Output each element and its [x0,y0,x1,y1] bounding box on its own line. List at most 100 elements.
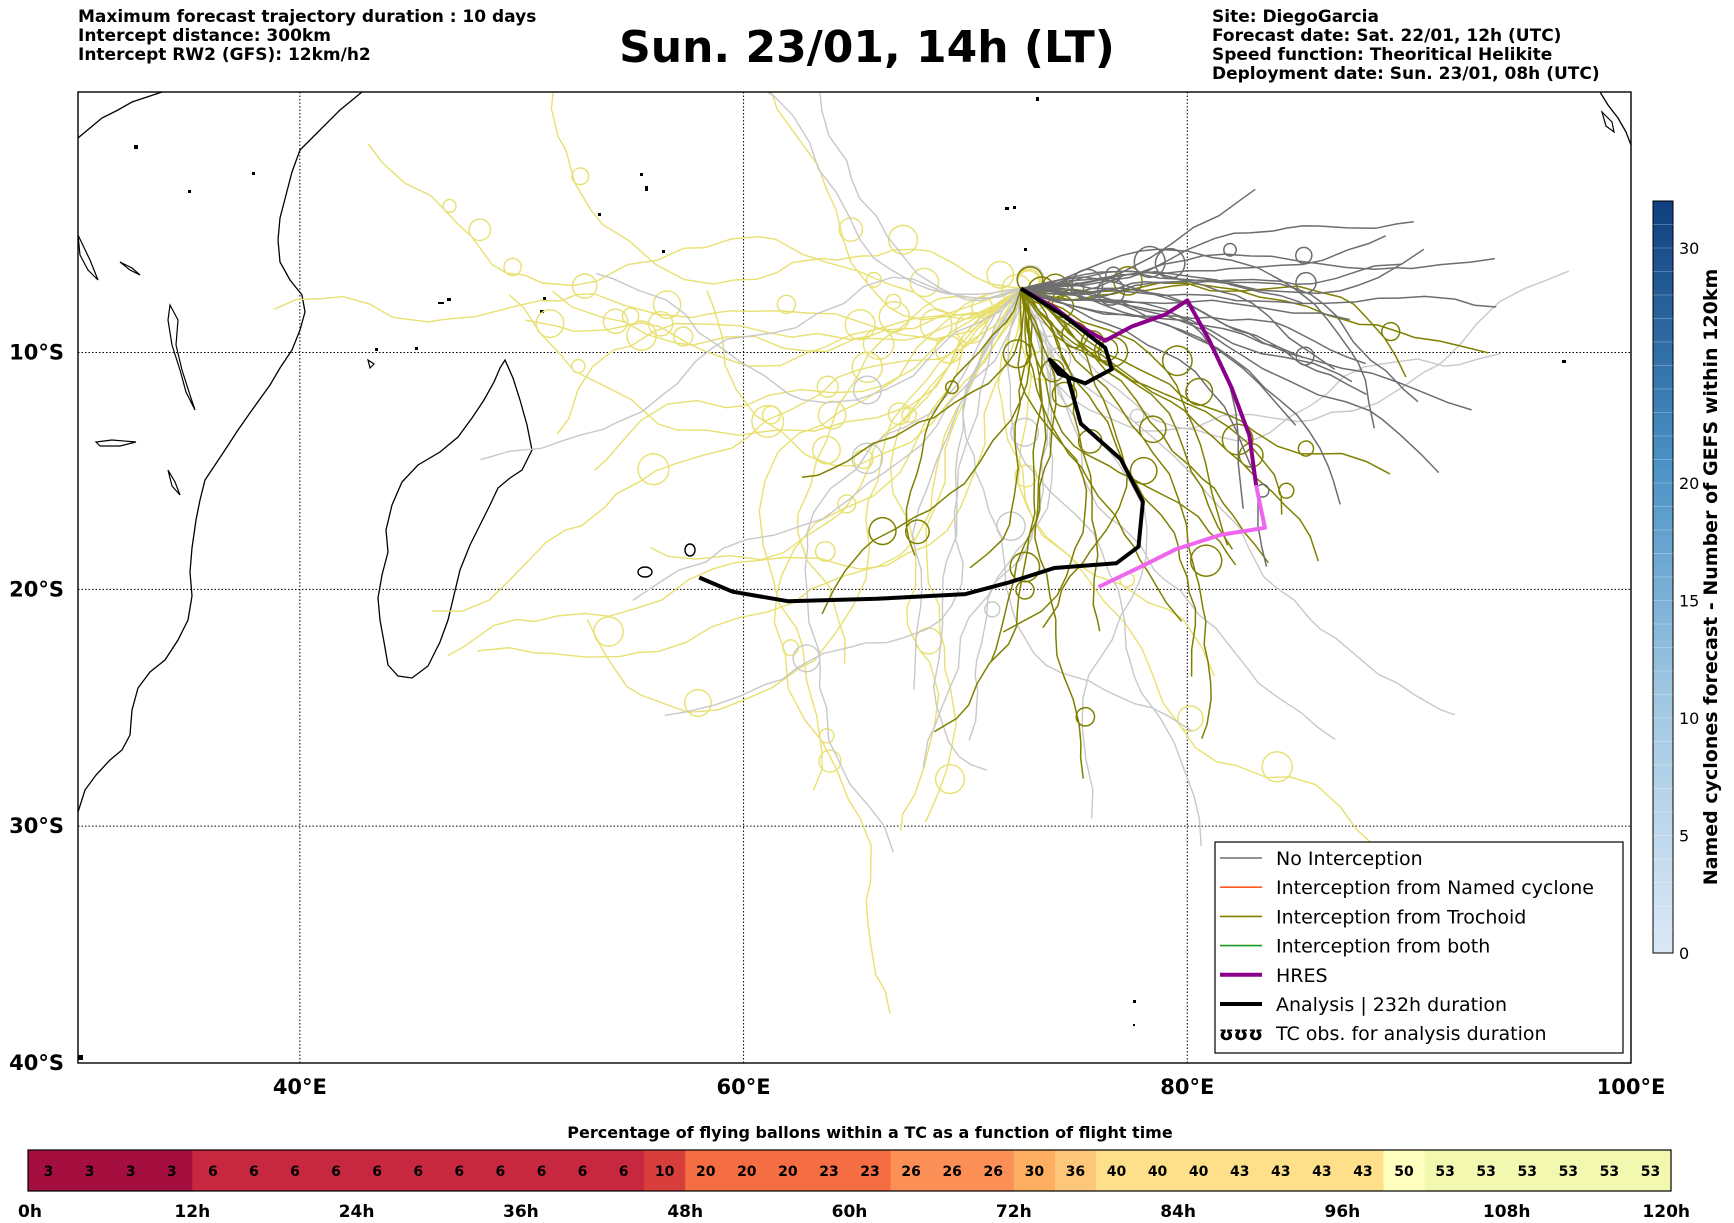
coastline-arabia [78,92,163,139]
strip-cell-value: 26 [984,1164,1003,1180]
header-left-line: Maximum forecast trajectory duration : 1… [78,7,537,27]
ensemble-track [821,288,1031,615]
strip-tick-label: 0h [18,1202,42,1222]
strip-cell [603,1150,645,1191]
strip-cell-value: 40 [1107,1164,1127,1180]
strip-cell-value: 53 [1641,1164,1660,1180]
strip-tick-label: 12h [174,1202,210,1222]
strip-cell [479,1150,522,1191]
colorbar-steps [1653,224,1673,930]
strip-cell-value: 50 [1394,1164,1414,1180]
strip-cell [1178,1150,1220,1191]
header-right-line: Site: DiegoGarcia [1212,7,1379,27]
strip-tick-label: 60h [832,1202,868,1222]
strip-cell-value: 53 [1559,1164,1578,1180]
strip-title: Percentage of flying ballons within a TC… [567,1123,1173,1142]
strip-cell [438,1150,481,1191]
ensemble-track [924,288,1022,823]
header-right-line: Forecast date: Sat. 22/01, 12h (UTC) [1212,26,1562,46]
y-tick-label: 20°S [9,577,64,601]
colorbar: 0 5 10 15 20 30 Named cyclones forecast - Num… [1652,200,1722,963]
legend-label: HRES [1276,965,1328,987]
strip-cell-value: 6 [331,1164,341,1180]
ensemble-track [586,288,1022,717]
island-pemba [119,261,141,276]
strip-cell [1383,1150,1425,1191]
colorbar-tick: 30 [1679,239,1699,258]
legend-label: Interception from both [1276,936,1490,958]
strip-cell-value: 23 [860,1164,879,1180]
strip-cell [110,1150,152,1191]
header-left: Maximum forecast trajectory duration : 1… [78,8,536,65]
strip-cell-value: 20 [737,1164,757,1180]
inland-lake [94,439,137,447]
strip-cell-value: 6 [372,1164,382,1180]
colorbar-tick: 5 [1679,827,1689,846]
header-right: Site: DiegoGarcia Forecast date: Sat. 22… [1212,8,1600,84]
ensemble-track [632,288,1022,601]
ensemble-track [1020,277,1350,321]
colorbar-tick: 15 [1679,592,1699,611]
ensemble-track [447,288,1022,657]
strip-frame [27,1149,1672,1192]
strip-cell-value: 20 [778,1164,798,1180]
legend-label: TC obs. for analysis duration [1275,1023,1547,1045]
ensemble-track [1020,287,1128,629]
strip-cell [151,1150,193,1191]
ensemble-track [431,288,1022,613]
strip-cell-value: 53 [1600,1164,1619,1180]
strip-cell-value: 43 [1312,1164,1331,1180]
ensemble-track [911,288,1022,690]
strip-cell [1629,1150,1672,1191]
ensemble-track [556,287,1022,435]
ensemble-track [1020,288,1336,741]
strip-cell [192,1150,234,1191]
ensemble-track [273,273,1022,340]
strip-cell-value: 30 [1025,1164,1045,1180]
x-tick-label: 40°E [273,1075,327,1099]
map-grid [78,92,1631,1063]
ensemble-track [1020,235,1387,290]
strip-cell-value: 20 [696,1164,716,1180]
ensemble-track [801,288,1032,479]
ensemble-track [758,287,1021,791]
colorbar-tick: 0 [1679,944,1689,963]
strip-tick-label: 120h [1642,1202,1690,1222]
strip-cell [767,1150,809,1191]
strip-cell-value: 26 [942,1164,961,1180]
x-tick-labels: 40°E 60°E 80°E 100°E [273,1075,1666,1099]
strip-cell-value: 6 [619,1164,629,1180]
strip-cell [1342,1150,1384,1191]
strip-cell [1260,1150,1302,1191]
header-right-line: Deployment date: Sun. 23/01, 08h (UTC) [1212,64,1600,84]
ensemble-track [1020,287,1391,475]
strip-cell [726,1150,768,1191]
x-tick-label: 60°E [717,1075,771,1099]
header-right-line: Speed function: Theoritical Helikite [1212,45,1553,65]
strip-cell-value: 26 [901,1164,920,1180]
strip-cell-value: 53 [1476,1164,1495,1180]
hres-track-tail [1097,484,1267,589]
ensemble-track [550,92,1022,290]
strip-cell-value: 43 [1271,1164,1290,1180]
strip-cell [1547,1150,1590,1191]
strip-tick-label: 72h [996,1202,1032,1222]
inland-lake [78,234,99,281]
legend-label: Analysis | 232h duration [1276,994,1507,1016]
ensemble-track [1020,287,1244,509]
strip-cell-value: 40 [1189,1164,1209,1180]
ensemble-track [1020,273,1407,378]
ensemble-track [1020,266,1367,396]
ensemble-track [969,288,1033,569]
strip-cell [644,1150,686,1191]
strip-cell-value: 6 [290,1164,300,1180]
y-tick-labels: 10°S 20°S 30°S 40°S [9,341,64,1075]
ensemble-track [804,288,1022,853]
ensemble-track [990,288,1047,662]
ensemble-track [1020,288,1197,677]
flight-time-strip: Percentage of flying ballons within a TC… [18,1123,1690,1222]
ensemble-track [1020,288,1183,622]
strip-cell-value: 6 [413,1164,423,1180]
ensemble-track [1020,288,1456,716]
strip-cell [274,1150,316,1191]
